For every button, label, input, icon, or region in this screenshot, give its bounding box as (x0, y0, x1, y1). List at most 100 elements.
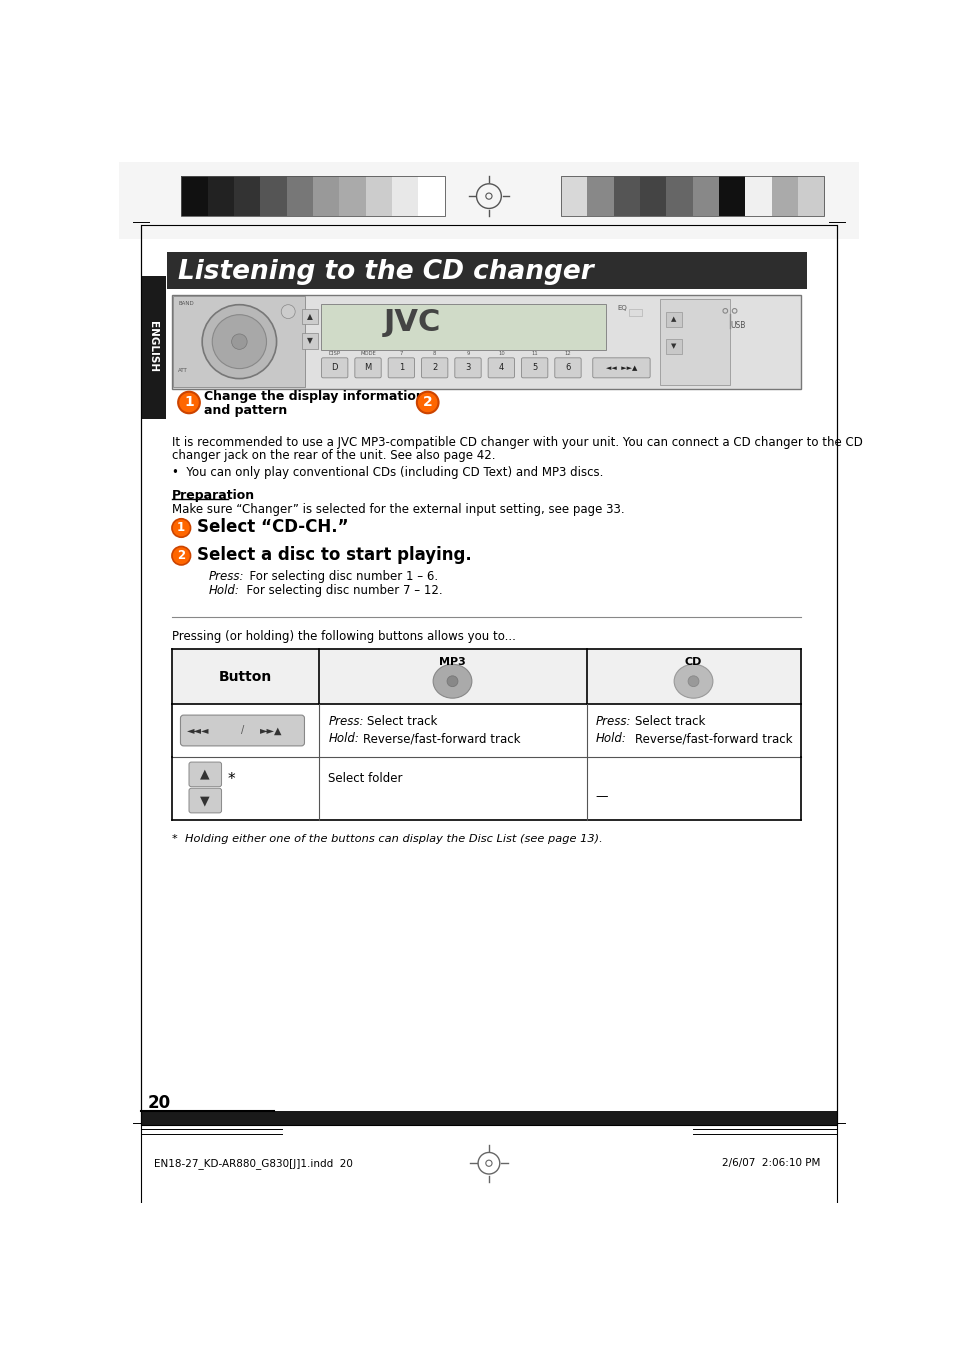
Text: •  You can only play conventional CDs (including CD Text) and MP3 discs.: • You can only play conventional CDs (in… (172, 465, 602, 479)
Text: Press:: Press: (209, 571, 244, 583)
Text: ▼: ▼ (307, 337, 313, 345)
Circle shape (687, 676, 699, 687)
Text: 12: 12 (564, 352, 571, 357)
Text: 6: 6 (565, 364, 570, 372)
Text: ATT: ATT (178, 368, 188, 373)
Bar (172, 704, 801, 757)
Text: ►►▲: ►►▲ (259, 726, 282, 735)
Bar (141, 226, 836, 1125)
Circle shape (202, 304, 276, 379)
Text: Hold:: Hold: (328, 731, 359, 745)
Text: 9: 9 (466, 352, 469, 357)
Bar (392, 176, 418, 216)
FancyBboxPatch shape (488, 358, 514, 377)
FancyBboxPatch shape (592, 358, 649, 377)
Bar (418, 176, 444, 216)
Text: 5: 5 (532, 364, 537, 372)
Circle shape (232, 334, 247, 349)
Text: Hold:: Hold: (209, 584, 240, 598)
Text: 11: 11 (531, 352, 537, 357)
Text: EN18-27_KD-AR880_G830[J]1.indd  20: EN18-27_KD-AR880_G830[J]1.indd 20 (154, 1157, 353, 1168)
Bar (744, 176, 771, 216)
Bar (172, 295, 801, 388)
Bar (172, 649, 801, 704)
Bar (141, 276, 166, 419)
Text: 2: 2 (422, 396, 432, 410)
Bar (666, 338, 681, 354)
Bar (639, 176, 666, 216)
Text: 2: 2 (432, 364, 436, 372)
Bar (339, 176, 365, 216)
Text: JVC: JVC (383, 308, 440, 337)
Ellipse shape (674, 664, 712, 698)
FancyBboxPatch shape (455, 358, 480, 377)
Text: 10: 10 (497, 352, 504, 357)
Text: D: D (331, 364, 337, 372)
Text: 1: 1 (177, 522, 185, 534)
Text: MP3: MP3 (438, 657, 465, 667)
Text: 4: 4 (498, 364, 503, 372)
FancyBboxPatch shape (189, 763, 221, 787)
Text: 2: 2 (177, 549, 185, 562)
Text: DISP: DISP (329, 352, 340, 357)
Text: *  Holding either one of the buttons can display the Disc List (see page 13).: * Holding either one of the buttons can … (172, 834, 602, 844)
FancyBboxPatch shape (321, 358, 348, 377)
Bar (302, 308, 317, 324)
Bar (666, 311, 681, 327)
Circle shape (212, 315, 266, 369)
Text: 7: 7 (399, 352, 402, 357)
Text: changer jack on the rear of the unit. See also page 42.: changer jack on the rear of the unit. Se… (172, 449, 495, 461)
Text: 20: 20 (148, 1094, 171, 1113)
FancyBboxPatch shape (180, 715, 304, 746)
Bar (798, 176, 823, 216)
Text: ◄◄◄: ◄◄◄ (187, 726, 210, 735)
Bar (560, 176, 587, 216)
Bar (302, 333, 317, 349)
Bar (141, 1111, 836, 1125)
Circle shape (172, 519, 191, 537)
Text: —: — (596, 790, 608, 803)
Bar (613, 176, 639, 216)
Bar (587, 176, 613, 216)
Text: ▲: ▲ (671, 316, 676, 322)
Text: Hold:: Hold: (596, 731, 626, 745)
Text: Select a disc to start playing.: Select a disc to start playing. (196, 546, 471, 564)
Text: It is recommended to use a JVC MP3-compatible CD changer with your unit. You can: It is recommended to use a JVC MP3-compa… (172, 437, 862, 449)
Ellipse shape (433, 664, 472, 698)
Text: Button: Button (219, 669, 272, 684)
Text: For selecting disc number 7 – 12.: For selecting disc number 7 – 12. (238, 584, 442, 598)
Text: 1: 1 (184, 396, 193, 410)
Circle shape (416, 392, 438, 414)
Bar (181, 176, 208, 216)
Bar (771, 176, 798, 216)
Bar (313, 176, 339, 216)
Circle shape (281, 304, 294, 319)
Text: Pressing (or holding) the following buttons allows you to...: Pressing (or holding) the following butt… (172, 630, 516, 644)
Text: Press:: Press: (596, 715, 631, 729)
FancyBboxPatch shape (421, 358, 447, 377)
Text: ▲: ▲ (200, 768, 210, 781)
FancyBboxPatch shape (189, 788, 221, 813)
FancyBboxPatch shape (388, 358, 415, 377)
Bar (659, 299, 729, 385)
Text: Reverse/fast-forward track: Reverse/fast-forward track (634, 731, 791, 745)
Bar (365, 176, 392, 216)
Text: ▲: ▲ (307, 312, 313, 320)
Bar (260, 176, 286, 216)
Text: Select folder: Select folder (328, 772, 402, 784)
Bar (208, 176, 233, 216)
Bar (560, 176, 823, 216)
FancyBboxPatch shape (355, 358, 381, 377)
Text: 3: 3 (465, 364, 470, 372)
FancyBboxPatch shape (521, 358, 547, 377)
Text: For selecting disc number 1 – 6.: For selecting disc number 1 – 6. (241, 571, 437, 583)
Text: EQ: EQ (617, 306, 627, 311)
Text: ENGLISH: ENGLISH (149, 322, 158, 373)
Circle shape (178, 392, 199, 414)
Text: Listening to the CD changer: Listening to the CD changer (178, 258, 594, 284)
Text: M: M (364, 364, 372, 372)
Text: Select track: Select track (634, 715, 704, 729)
Bar (233, 176, 260, 216)
Bar (629, 308, 641, 316)
Bar (286, 176, 313, 216)
